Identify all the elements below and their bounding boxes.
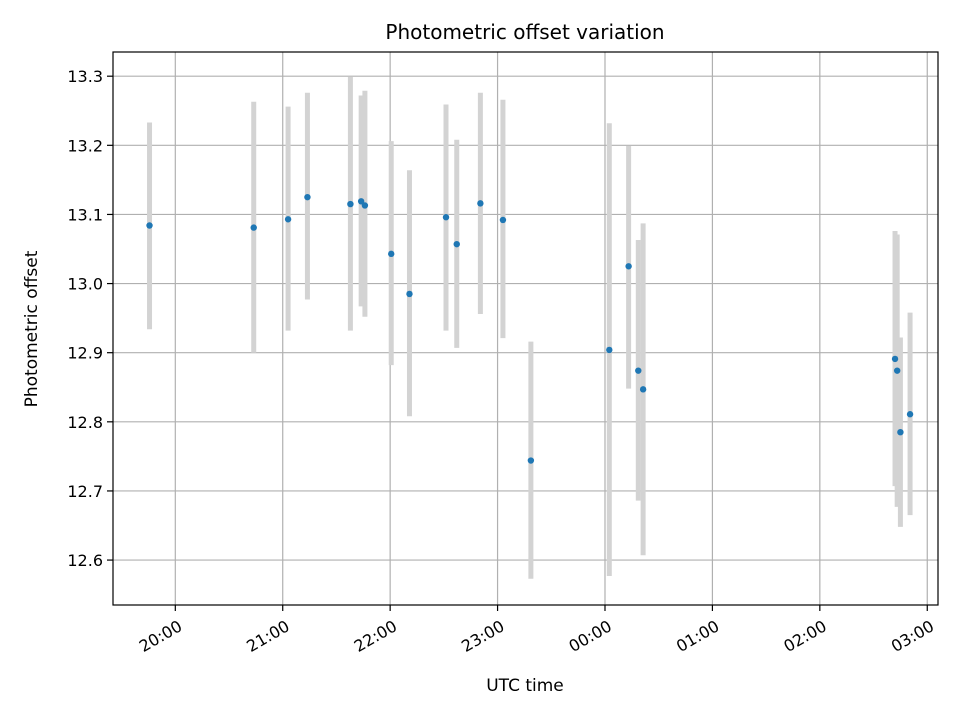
data-point <box>906 411 914 418</box>
y-tick-label: 13.0 <box>67 275 103 294</box>
data-point <box>406 290 413 298</box>
y-tick-label: 13.3 <box>67 67 103 86</box>
data-point <box>477 200 484 207</box>
y-tick-label: 13.1 <box>67 205 103 224</box>
data-point <box>625 263 632 270</box>
data-point <box>453 240 460 248</box>
data-point <box>347 200 354 208</box>
data-point <box>893 367 901 374</box>
data-point <box>250 224 257 231</box>
data-point <box>442 214 450 221</box>
data-point <box>146 222 153 229</box>
y-tick-label: 12.8 <box>67 413 103 432</box>
data-point <box>635 367 642 374</box>
y-tick-label: 12.7 <box>67 482 103 501</box>
plot-frame <box>112 51 939 606</box>
data-point <box>891 355 899 363</box>
data-point <box>388 250 395 258</box>
data-point <box>357 198 365 205</box>
data-point <box>304 193 311 201</box>
data-point <box>639 386 647 393</box>
y-tick-label: 13.2 <box>67 136 103 155</box>
data-points <box>146 193 914 464</box>
y-axis-title: Photometric offset <box>22 250 42 407</box>
data-point <box>499 216 507 224</box>
chart-title: Photometric offset variation <box>385 20 664 44</box>
data-point <box>361 202 369 209</box>
data-point <box>897 428 904 436</box>
y-tick-label: 12.9 <box>67 344 103 363</box>
data-point <box>527 457 535 464</box>
data-point <box>284 216 292 223</box>
y-tick-label: 12.6 <box>67 551 103 570</box>
x-axis-title: UTC time <box>486 676 564 696</box>
data-point <box>606 346 613 354</box>
